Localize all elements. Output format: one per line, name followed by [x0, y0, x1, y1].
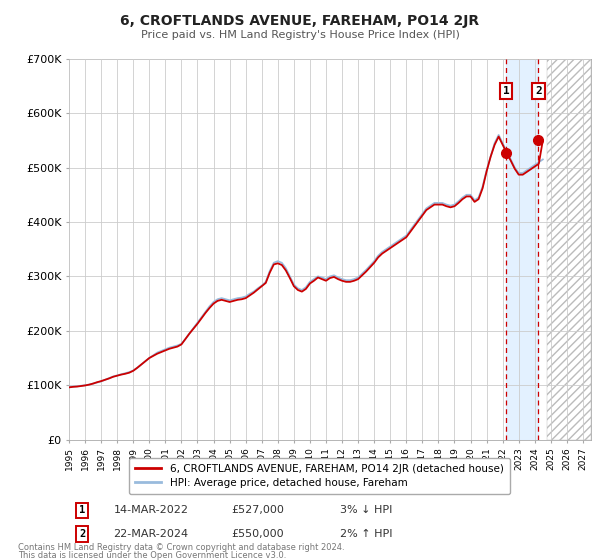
- Bar: [547, 59, 591, 440]
- Text: 14-MAR-2022: 14-MAR-2022: [113, 506, 188, 515]
- Bar: [547, 59, 591, 440]
- Text: £550,000: £550,000: [231, 529, 283, 539]
- Text: 2% ↑ HPI: 2% ↑ HPI: [340, 529, 393, 539]
- Bar: [506, 59, 538, 440]
- Text: 6, CROFTLANDS AVENUE, FAREHAM, PO14 2JR: 6, CROFTLANDS AVENUE, FAREHAM, PO14 2JR: [121, 14, 479, 28]
- Legend: 6, CROFTLANDS AVENUE, FAREHAM, PO14 2JR (detached house), HPI: Average price, de: 6, CROFTLANDS AVENUE, FAREHAM, PO14 2JR …: [129, 458, 510, 494]
- Text: 3% ↓ HPI: 3% ↓ HPI: [340, 506, 393, 515]
- Text: 1: 1: [79, 506, 85, 515]
- Text: 22-MAR-2024: 22-MAR-2024: [113, 529, 188, 539]
- Text: Contains HM Land Registry data © Crown copyright and database right 2024.: Contains HM Land Registry data © Crown c…: [18, 543, 344, 552]
- Text: Price paid vs. HM Land Registry's House Price Index (HPI): Price paid vs. HM Land Registry's House …: [140, 30, 460, 40]
- Text: 1: 1: [503, 86, 509, 96]
- Text: This data is licensed under the Open Government Licence v3.0.: This data is licensed under the Open Gov…: [18, 551, 286, 560]
- Text: 2: 2: [535, 86, 542, 96]
- Text: 2: 2: [79, 529, 85, 539]
- Text: £527,000: £527,000: [231, 506, 284, 515]
